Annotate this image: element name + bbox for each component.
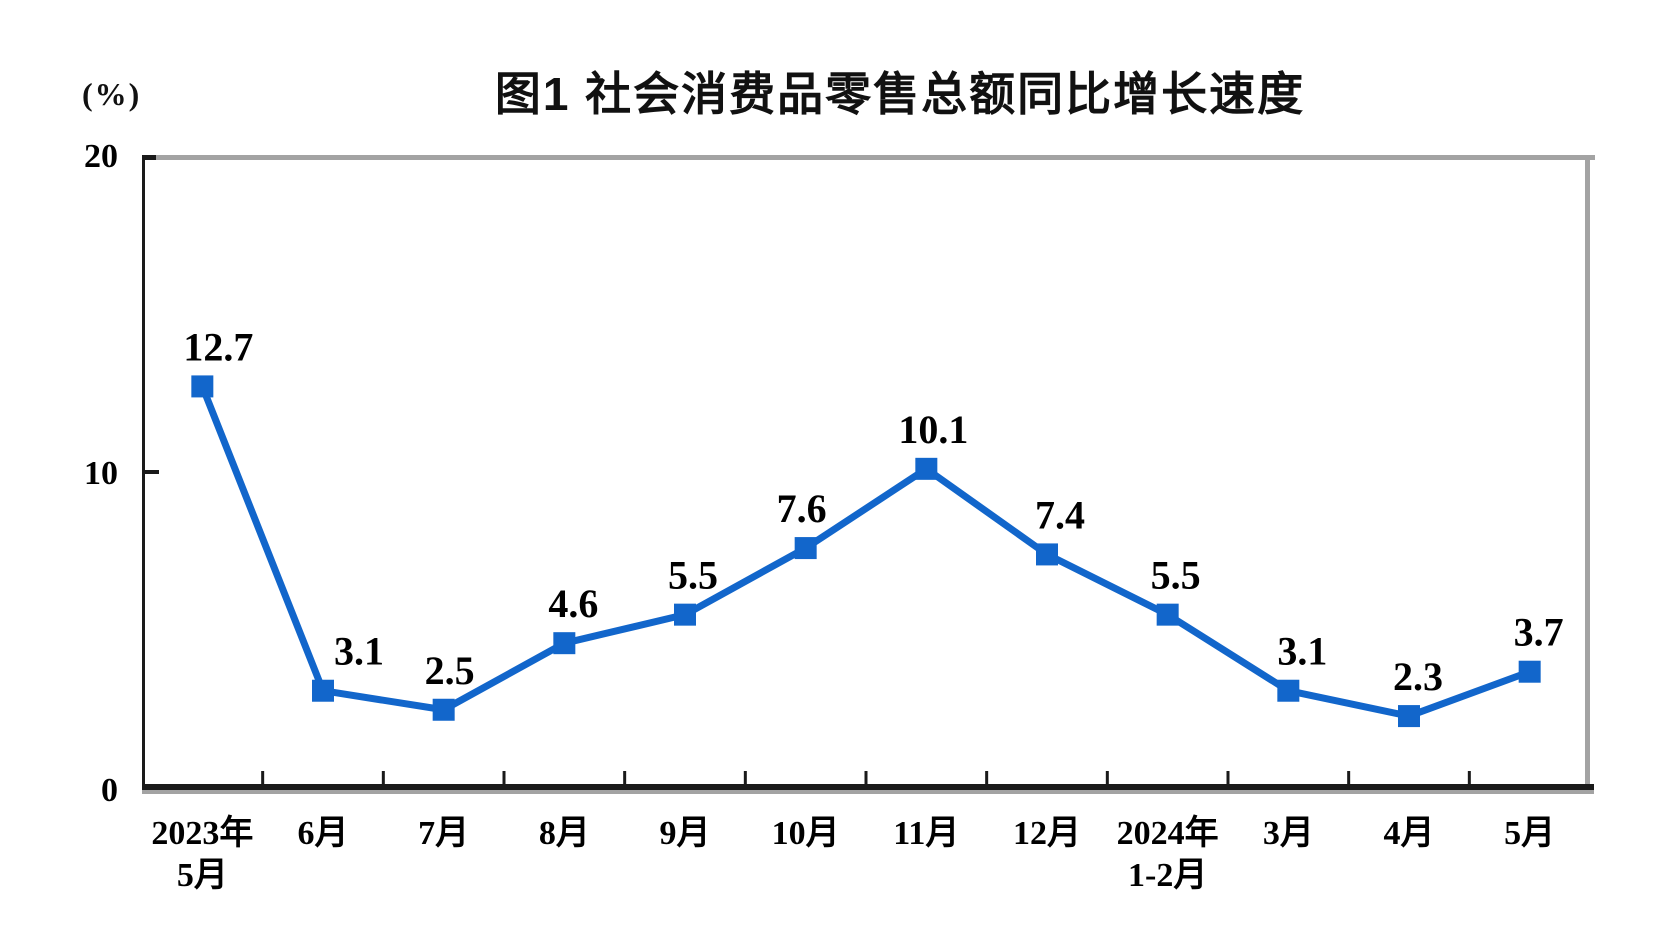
data-label: 2.3: [1393, 654, 1443, 699]
x-axis-label: 7月: [418, 815, 469, 852]
x-axis-label: 8月: [539, 815, 590, 852]
x-axis-label: 10月: [772, 815, 840, 852]
data-label: 10.1: [898, 407, 968, 452]
data-label: 5.5: [668, 553, 718, 598]
data-label: 7.6: [777, 486, 827, 531]
data-label: 2.5: [425, 648, 475, 693]
data-point-marker: [553, 632, 576, 655]
data-point-marker: [432, 698, 455, 721]
x-axis-tick: [864, 771, 868, 785]
y-axis-line: [142, 155, 145, 791]
x-axis-label: 4月: [1384, 815, 1435, 852]
data-point-marker: [1398, 705, 1420, 728]
data-label: 12.7: [183, 324, 253, 369]
data-label: 3.7: [1514, 610, 1564, 655]
y-axis-tick-label: 10: [84, 455, 118, 492]
x-axis-label: 3月: [1263, 815, 1314, 852]
x-axis-line: [142, 784, 1594, 790]
x-axis-tick: [261, 771, 265, 785]
data-label: 7.4: [1035, 492, 1085, 537]
data-point-marker: [1036, 543, 1058, 566]
x-axis-label: 5月: [1504, 815, 1555, 852]
data-point-marker: [191, 375, 214, 398]
data-label: 5.5: [1151, 553, 1201, 598]
data-point-marker: [1277, 679, 1300, 702]
x-axis-label: 2023年 5月: [151, 814, 253, 894]
data-point-marker: [1518, 660, 1541, 683]
x-axis-label: 11月: [893, 815, 959, 852]
x-axis-tick: [1105, 771, 1109, 785]
data-label: 3.1: [334, 629, 384, 674]
chart-title: 图1 社会消费品零售总额同比增长速度: [494, 68, 1306, 120]
data-point-marker: [915, 457, 938, 480]
x-axis-label: 9月: [660, 815, 711, 852]
data-point-marker: [312, 679, 334, 702]
x-axis-tick: [381, 771, 385, 785]
plot-border-top-cap: [142, 155, 158, 160]
x-axis-tick: [985, 771, 989, 785]
x-axis-tick: [743, 771, 747, 785]
data-label: 4.6: [548, 581, 598, 626]
x-axis-shadow: [142, 790, 1594, 794]
x-axis-label: 6月: [298, 815, 349, 852]
x-axis-tick: [623, 771, 627, 785]
y-axis-tick-label: 20: [84, 138, 118, 175]
x-axis-tick: [1467, 771, 1471, 785]
data-point-marker: [1156, 603, 1179, 626]
data-series-line: [198, 382, 1534, 720]
x-axis-label: 2024年 1-2月: [1117, 814, 1219, 894]
x-axis-label: 12月: [1013, 815, 1081, 852]
y-axis-tick-label: 0: [101, 772, 118, 809]
x-axis-tick: [1226, 771, 1230, 785]
y-axis-unit-label: (%): [82, 76, 142, 112]
data-point-marker: [794, 537, 817, 560]
plot-border-top: [156, 155, 1595, 160]
y-axis-tick: [145, 470, 159, 474]
plot-border-right: [1585, 155, 1590, 791]
x-axis-tick: [1347, 771, 1351, 785]
data-label: 3.1: [1277, 629, 1327, 674]
x-axis-tick: [502, 771, 506, 785]
data-point-marker: [674, 603, 696, 626]
